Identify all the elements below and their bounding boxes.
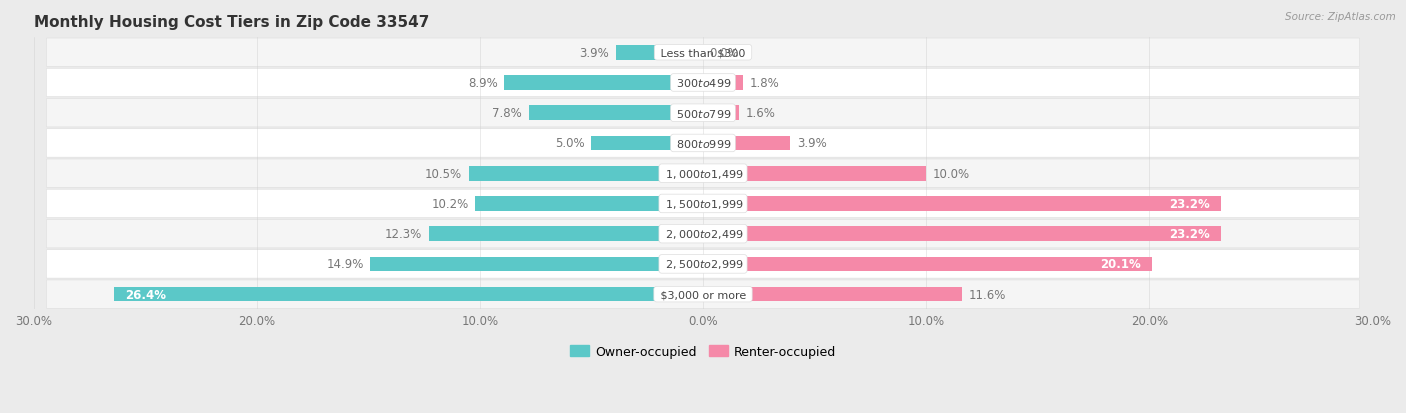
Bar: [703, 166, 927, 181]
Text: 10.2%: 10.2%: [432, 197, 468, 211]
Text: 26.4%: 26.4%: [125, 288, 166, 301]
Bar: [468, 166, 703, 181]
Bar: [703, 76, 744, 90]
Bar: [429, 227, 703, 242]
FancyBboxPatch shape: [46, 69, 1360, 97]
Bar: [505, 76, 703, 90]
Bar: [429, 227, 703, 242]
Bar: [703, 106, 738, 121]
Text: 20.1%: 20.1%: [1099, 258, 1140, 271]
Bar: [475, 197, 703, 211]
Text: $3,000 or more: $3,000 or more: [657, 290, 749, 299]
Bar: [703, 287, 962, 302]
Bar: [475, 197, 703, 211]
Text: 14.9%: 14.9%: [326, 258, 364, 271]
Text: 12.3%: 12.3%: [385, 228, 422, 241]
Bar: [371, 257, 703, 272]
Text: 1.6%: 1.6%: [745, 107, 775, 120]
Text: $2,500 to $2,999: $2,500 to $2,999: [662, 258, 744, 271]
FancyBboxPatch shape: [46, 99, 1360, 128]
Bar: [468, 166, 703, 181]
Text: 10.5%: 10.5%: [425, 167, 463, 180]
FancyBboxPatch shape: [46, 250, 1360, 278]
FancyBboxPatch shape: [46, 280, 1360, 309]
Text: 0.0%: 0.0%: [710, 47, 740, 59]
Text: $300 to $499: $300 to $499: [673, 77, 733, 89]
Bar: [703, 136, 790, 151]
Text: 1.8%: 1.8%: [749, 77, 779, 90]
Bar: [505, 76, 703, 90]
Bar: [616, 46, 703, 60]
Bar: [616, 46, 703, 60]
FancyBboxPatch shape: [46, 220, 1360, 248]
Bar: [703, 197, 1220, 211]
Bar: [114, 287, 703, 302]
Legend: Owner-occupied, Renter-occupied: Owner-occupied, Renter-occupied: [565, 340, 841, 363]
Bar: [529, 106, 703, 121]
Bar: [703, 227, 1220, 242]
Text: Source: ZipAtlas.com: Source: ZipAtlas.com: [1285, 12, 1396, 22]
Text: 23.2%: 23.2%: [1168, 197, 1209, 211]
Text: 3.9%: 3.9%: [579, 47, 609, 59]
Bar: [592, 136, 703, 151]
FancyBboxPatch shape: [46, 129, 1360, 158]
FancyBboxPatch shape: [46, 39, 1360, 67]
Text: $1,000 to $1,499: $1,000 to $1,499: [662, 167, 744, 180]
FancyBboxPatch shape: [46, 190, 1360, 218]
Bar: [114, 287, 703, 302]
Bar: [703, 257, 1152, 272]
Text: Monthly Housing Cost Tiers in Zip Code 33547: Monthly Housing Cost Tiers in Zip Code 3…: [34, 15, 429, 30]
Text: $1,500 to $1,999: $1,500 to $1,999: [662, 197, 744, 211]
Text: 8.9%: 8.9%: [468, 77, 498, 90]
Text: 23.2%: 23.2%: [1168, 228, 1209, 241]
Text: $800 to $999: $800 to $999: [673, 138, 733, 150]
Text: 10.0%: 10.0%: [932, 167, 970, 180]
Text: 11.6%: 11.6%: [969, 288, 1005, 301]
Text: Less than $300: Less than $300: [657, 48, 749, 58]
Text: $500 to $799: $500 to $799: [673, 107, 733, 119]
Text: 7.8%: 7.8%: [492, 107, 522, 120]
Text: 3.9%: 3.9%: [797, 137, 827, 150]
Text: 5.0%: 5.0%: [555, 137, 585, 150]
Text: $2,000 to $2,499: $2,000 to $2,499: [662, 228, 744, 241]
Bar: [529, 106, 703, 121]
FancyBboxPatch shape: [46, 159, 1360, 188]
Bar: [371, 257, 703, 272]
Bar: [592, 136, 703, 151]
